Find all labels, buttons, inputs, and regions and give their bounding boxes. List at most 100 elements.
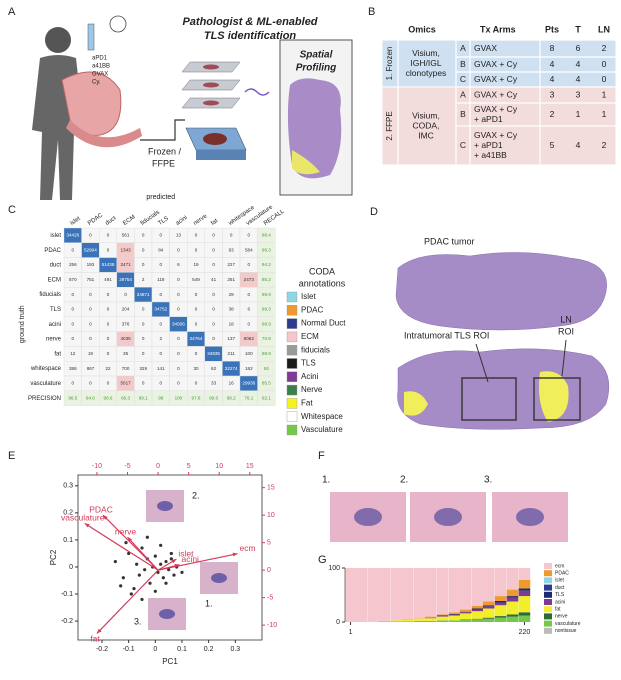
bar-segment — [506, 596, 519, 598]
panel-label: G — [318, 554, 327, 566]
bar-segment — [413, 618, 426, 619]
roi-pointer — [475, 343, 489, 383]
arrow-head — [127, 537, 133, 542]
table-tx: GVAX + Cy — [474, 104, 518, 114]
matrix-value: 92.1 — [262, 395, 271, 400]
legend-label: fiducials — [301, 345, 330, 354]
arrow-head — [96, 628, 102, 634]
row-label: acini — [49, 322, 61, 328]
bar-segment — [459, 619, 472, 622]
y-tick-label: 100 — [328, 565, 340, 572]
panel-a-title: TLS identification — [204, 30, 297, 42]
matrix-value: 6 — [248, 307, 251, 312]
matrix-value: 491 — [104, 277, 112, 282]
score-point — [153, 554, 157, 558]
matrix-value: 0 — [72, 336, 75, 341]
table-tx: + aPD1 — [474, 140, 503, 150]
matrix-value: 0 — [212, 233, 215, 238]
matrix-value: 99 — [158, 395, 164, 400]
image-label: 2. — [400, 475, 408, 486]
matrix-value: 5017 — [120, 381, 131, 386]
matrix-value: 52904 — [84, 247, 97, 252]
table-cell: 4 — [550, 59, 555, 69]
matrix-value: 0 — [107, 321, 110, 326]
loading-label: acini — [181, 554, 199, 564]
table-cell: 8 — [550, 43, 555, 53]
matrix-value: 24764 — [190, 336, 203, 341]
legend-label: nontissue — [555, 628, 577, 634]
inset-label: 3. — [134, 616, 142, 626]
bar-segment — [506, 601, 519, 615]
matrix-value: 570 — [69, 277, 77, 282]
bar-segment — [494, 617, 507, 622]
bar-segment — [494, 568, 507, 597]
row-label: TLS — [50, 307, 61, 313]
legend-label: ecm — [555, 563, 564, 569]
legend-label: Vasculature — [301, 425, 343, 434]
matrix-value: 0 — [142, 262, 145, 267]
matrix-value: 0 — [248, 292, 251, 297]
matrix-value: 100 — [245, 351, 253, 356]
matrix-value: 4035 — [120, 336, 131, 341]
score-point — [180, 570, 184, 574]
x-tick-label: 220 — [519, 629, 531, 636]
table-arm: C — [460, 140, 466, 150]
panel-label: C — [8, 204, 16, 216]
matrix-value: 94.6 — [86, 395, 95, 400]
table-cell: 4 — [576, 74, 581, 84]
matrix-value: 0 — [72, 381, 75, 386]
x2-tick-label: -5 — [124, 463, 130, 470]
panel-label: E — [8, 450, 15, 462]
legend-swatch — [544, 577, 552, 584]
matrix-value: 0 — [177, 366, 180, 371]
matrix-value: 0 — [177, 336, 180, 341]
matrix-value: 182 — [245, 366, 253, 371]
inset-label: 2. — [192, 490, 200, 500]
legend-label: Fat — [301, 399, 313, 408]
matrix-value: 63 — [229, 247, 235, 252]
legend-swatch — [286, 371, 298, 382]
matrix-value: 0 — [142, 351, 145, 356]
profiling-label: Spatial — [300, 50, 333, 61]
bar-segment — [518, 615, 531, 622]
x-axis-label: PC1 — [162, 657, 178, 666]
bar-segment — [436, 614, 449, 616]
bar-segment — [518, 612, 531, 616]
matrix-value: 99.6 — [209, 395, 218, 400]
arrow-head — [171, 559, 177, 564]
matrix-value: 92 — [264, 366, 270, 371]
tissue-label: ROI — [558, 326, 574, 336]
matrix-cell — [257, 390, 276, 406]
score-point — [121, 576, 125, 580]
matrix-value: 1343 — [120, 247, 131, 252]
matrix-value: 0 — [248, 233, 251, 238]
roi-box — [533, 377, 581, 421]
bar-segment — [448, 615, 461, 621]
matrix-value: 98.6 — [104, 395, 113, 400]
matrix-value: 227 — [227, 262, 235, 267]
matrix-value: 34506 — [172, 321, 185, 326]
matrix-value: 12 — [70, 351, 76, 356]
bar-segment — [494, 616, 507, 618]
matrix-value: 0 — [230, 233, 233, 238]
matrix-value: 34752 — [154, 307, 167, 312]
matrix-value: 137 — [227, 336, 235, 341]
drug-label: Cy. — [92, 80, 101, 86]
matrix-value: 99.3 — [262, 307, 271, 312]
score-point — [135, 562, 139, 566]
bar-segment — [518, 568, 531, 580]
bar-segment — [448, 613, 461, 615]
y2-tick-label: 0 — [267, 567, 271, 574]
matrix-value: 0 — [212, 292, 215, 297]
matrix-value: 97.8 — [192, 395, 201, 400]
bar-segment — [378, 621, 391, 622]
matrix-value: 0 — [212, 247, 215, 252]
matrix-value: 0 — [107, 233, 110, 238]
table-omics: Visium, — [412, 48, 440, 58]
y-tick-label: 0 — [336, 619, 340, 626]
table-tx: GVAX — [474, 43, 497, 53]
matrix-value: 0 — [177, 292, 180, 297]
matrix-value: 204 — [122, 307, 130, 312]
y2-tick-label: 10 — [267, 512, 275, 519]
legend-label: TLS — [555, 592, 565, 598]
